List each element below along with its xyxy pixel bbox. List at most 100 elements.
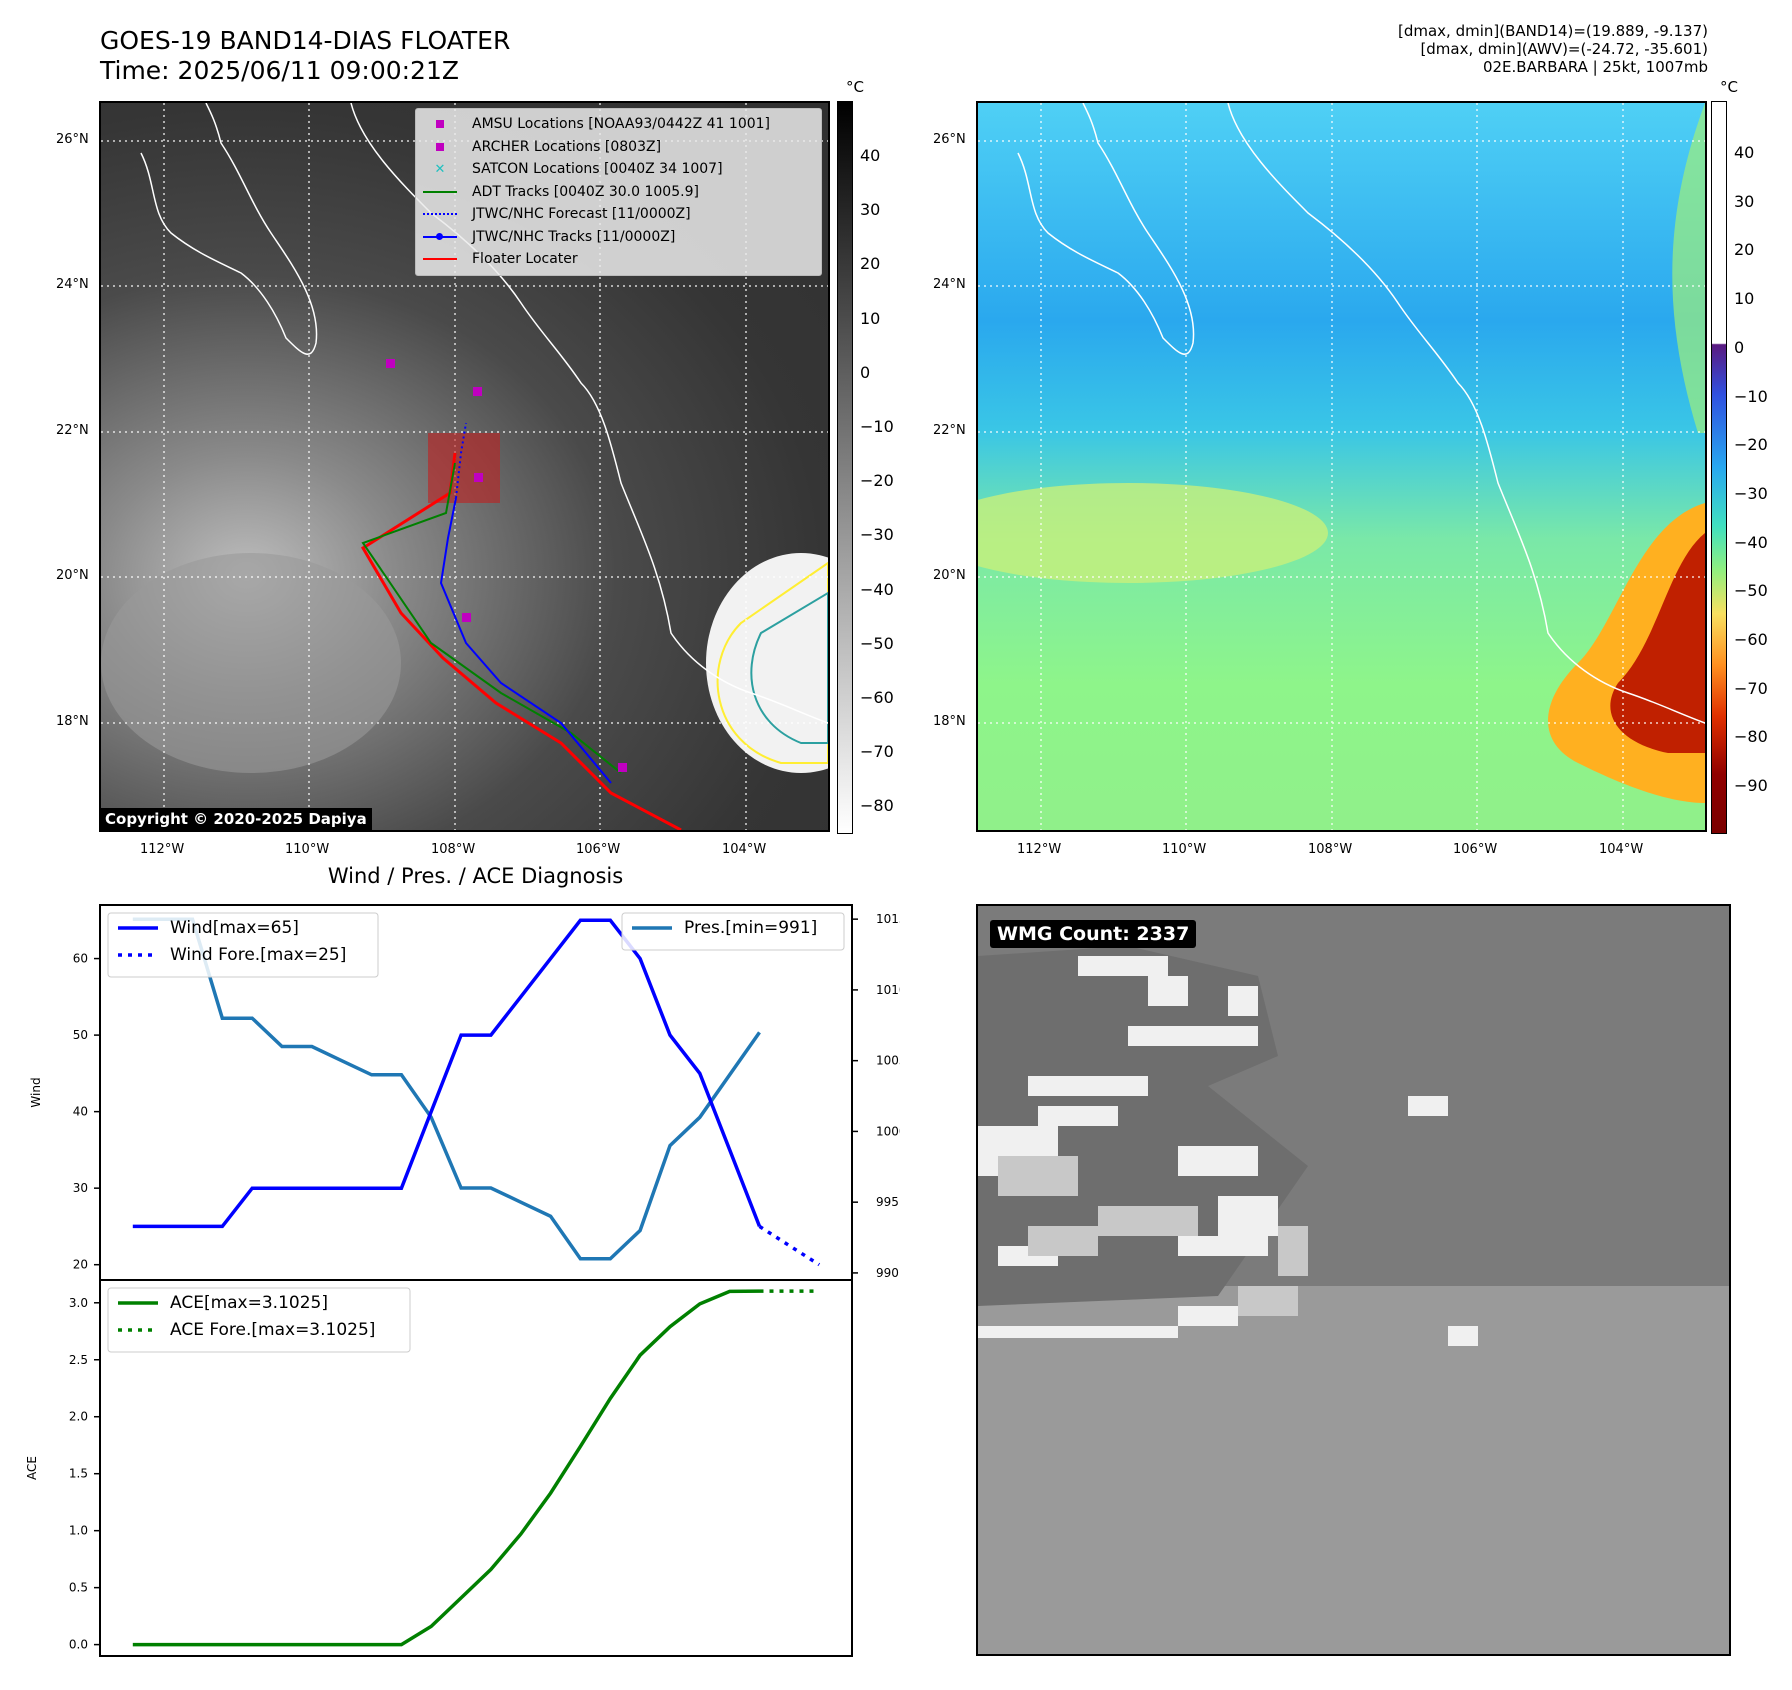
jtwc-forecast [455, 422, 467, 499]
wmg-panel [976, 904, 1731, 1656]
floater-track [360, 452, 682, 830]
diagnosis-chart: 60 50 40 30 20 1015 1010 1005 1000 995 990 3.0 2.5 2.… [25, 904, 900, 1657]
pres-y-tick-label: 990 [876, 1266, 899, 1280]
archer-marker [618, 763, 627, 772]
wv-colorbar-tick: 10 [1734, 289, 1755, 309]
series-line-ace-max [132, 1289, 760, 1647]
coastline-mainland [1227, 103, 1705, 724]
archer-marker [474, 473, 483, 482]
lon-tick-label: 112°W [140, 842, 185, 857]
legend-swatch [422, 229, 458, 245]
wv-colorbar [1711, 101, 1727, 834]
lat-tick-label: 20°N [56, 568, 89, 583]
ir-colorbar-tick: 20 [860, 254, 881, 274]
wv-colorbar-tick: −90 [1734, 776, 1768, 796]
ace-y-tick-label: 0.5 [69, 1581, 88, 1595]
ir-colorbar-tick: −70 [860, 742, 894, 762]
legend-label: ADT Tracks [0040Z 30.0 1005.9] [472, 183, 699, 200]
map-legend: AMSU Locations [NOAA93/0442Z 41 1001] ARC… [415, 108, 822, 276]
info-line-1: [dmax, dmin](BAND14)=(19.889, -9.137) [1397, 22, 1708, 40]
ir-colorbar-tick: 10 [860, 308, 881, 328]
map-gridlines [978, 103, 1705, 830]
ir-colorbar [837, 101, 853, 834]
ace-y-tick-label: 1.0 [69, 1524, 88, 1538]
convection-core [1610, 533, 1705, 753]
wind-y-tick-label: 20 [73, 1258, 88, 1272]
wmg-bright-cells [978, 956, 1478, 1346]
pres-y-tick-label: 1000 [876, 1124, 900, 1138]
legend-swatch: ✕ [434, 162, 446, 178]
wv-map-panel [976, 101, 1707, 832]
series-line-wind-max [132, 918, 762, 1229]
lon-tick-label: 110°W [1162, 842, 1207, 857]
lon-tick-label: 108°W [1308, 842, 1353, 857]
info-line-2: [dmax, dmin](AWV)=(-24.72, -35.601) [1420, 40, 1708, 58]
legend-label: ACE Fore.[max=3.1025] [170, 1320, 375, 1340]
wv-colorbar-tick: 40 [1734, 143, 1755, 162]
pres-y-tick-label: 995 [876, 1195, 899, 1209]
ace-axes-frame [99, 1279, 853, 1657]
ir-colorbar-tick: 40 [860, 146, 881, 165]
copyright-label: Copyright © 2020-2025 Dapiya [100, 808, 372, 830]
wv-colorbar-tick: −50 [1734, 581, 1768, 601]
wmg-mid-cells [998, 1156, 1308, 1316]
pres-y-tick-label: 1010 [876, 983, 900, 997]
lon-tick-label: 112°W [1017, 842, 1062, 857]
ir-colorbar-tick: −40 [860, 579, 894, 599]
lon-tick-label: 104°W [722, 842, 767, 857]
wv-colorbar-tick: −40 [1734, 532, 1768, 552]
lat-tick-label: 18°N [56, 714, 89, 729]
wv-colorbar-tick: 0 [1734, 337, 1745, 357]
wv-colorbar-tick: −80 [1734, 727, 1768, 747]
legend-entry: ARCHER Locations [0803Z] [422, 136, 815, 159]
wind-legend [107, 912, 379, 978]
ace-y-tick-label: 2.0 [69, 1410, 88, 1424]
lon-tick-label: 104°W [1599, 842, 1644, 857]
amsu-marker [386, 359, 395, 368]
title-line-1: GOES-19 BAND14-DIAS FLOATER [100, 26, 511, 55]
convective-core [706, 553, 828, 773]
legend-swatch [422, 251, 458, 267]
legend-swatch [422, 116, 458, 132]
storm-info: [dmax, dmin](BAND14)=(19.889, -9.137) [d… [1398, 22, 1708, 76]
series-line-pres-min [132, 917, 761, 1261]
wind-y-tick-label: 50 [73, 1028, 88, 1042]
moist-band [978, 483, 1328, 583]
wind-y-tick-label: 40 [73, 1105, 88, 1119]
pres-y-tick-label: 1005 [876, 1054, 900, 1068]
lat-tick-label: 18°N [933, 714, 966, 729]
wv-colorbar-tick: 30 [1734, 191, 1755, 211]
title-line-2: Time: 2025/06/11 09:00:21Z [100, 56, 459, 85]
lat-tick-label: 22°N [56, 423, 89, 438]
lat-tick-label: 20°N [933, 568, 966, 583]
wv-colorbar-tick: −60 [1734, 630, 1768, 649]
legend-entry: ✕ SATCON Locations [0040Z 34 1007] [422, 158, 815, 181]
ir-map-panel: AMSU Locations [NOAA93/0442Z 41 1001] ARC… [99, 101, 830, 832]
coastline-baja [1017, 103, 1195, 355]
wv-colorbar-tick: −70 [1734, 678, 1768, 698]
figure-title: GOES-19 BAND14-DIAS FLOATER Time: 2025/0… [100, 26, 510, 86]
legend-label: JTWC/NHC Tracks [11/0000Z] [472, 228, 676, 245]
diagnosis-title: Wind / Pres. / ACE Diagnosis [327, 864, 624, 888]
wv-map-svg [978, 103, 1705, 830]
legend-entry: Floater Locater [422, 248, 815, 271]
ir-colorbar-tick: −20 [860, 471, 894, 491]
ir-colorbar-unit: °C [846, 78, 864, 96]
legend-entry: ADT Tracks [0040Z 30.0 1005.9] [422, 181, 815, 204]
lat-tick-label: 24°N [933, 277, 966, 292]
legend-label: Pres.[min=991] [684, 918, 817, 938]
ir-colorbar-tick: −60 [860, 688, 894, 707]
cold-cloud-contour [750, 591, 828, 744]
wind-y-tick-label: 30 [73, 1181, 88, 1195]
jtwc-track [439, 497, 612, 784]
lon-tick-label: 108°W [431, 842, 476, 857]
ace-y-tick-label: 3.0 [69, 1296, 88, 1310]
pres-legend [621, 912, 845, 951]
ace-y-tick-label: 2.5 [69, 1353, 88, 1367]
info-line-3: 02E.BARBARA | 25kt, 1007mb [1482, 58, 1708, 76]
lat-tick-label: 26°N [56, 132, 89, 147]
legend-entry: JTWC/NHC Tracks [11/0000Z] [422, 226, 815, 249]
ace-y-tick-label: 1.5 [69, 1467, 88, 1481]
wv-colorbar-tick: 20 [1734, 240, 1755, 260]
wmg-svg [978, 946, 1729, 1654]
